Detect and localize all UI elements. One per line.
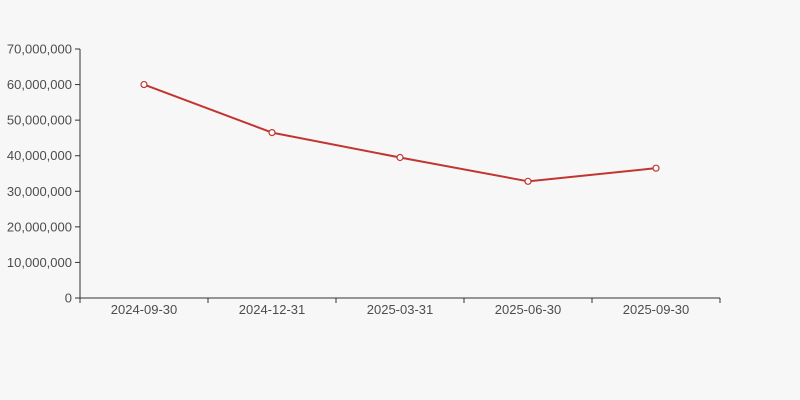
x-axis-tick-label: 2024-12-31 <box>239 302 306 317</box>
y-axis-tick-label: 60,000,000 <box>7 77 72 92</box>
y-axis-tick-label: 70,000,000 <box>7 42 72 57</box>
data-point-marker <box>396 153 404 162</box>
y-axis-tick-label: 0 <box>65 291 72 306</box>
chart-root: 0 10,000,000 20,000,000 30,000,000 40,000,00… <box>7 42 721 317</box>
data-point-marker <box>140 80 148 89</box>
y-axis-tick-label: 30,000,000 <box>7 184 72 199</box>
data-point-marker <box>524 177 532 185</box>
y-axis-tick-label: 50,000,000 <box>7 113 72 128</box>
y-axis-tick-label: 40,000,000 <box>7 148 72 163</box>
data-point-marker <box>652 164 660 172</box>
y-axis-tick-label: 20,000,000 <box>7 219 72 234</box>
series-line <box>143 83 657 183</box>
y-axis-tick-label: 10,000,000 <box>7 255 72 270</box>
x-axis-tick-label: 2025-09-30 <box>623 302 690 317</box>
x-axis-tick-label: 2025-03-31 <box>367 302 434 317</box>
x-axis-tick-label: 2024-09-30 <box>111 302 178 317</box>
data-point-marker <box>268 128 276 137</box>
x-axis-tick-label: 2025-06-30 <box>495 302 562 317</box>
